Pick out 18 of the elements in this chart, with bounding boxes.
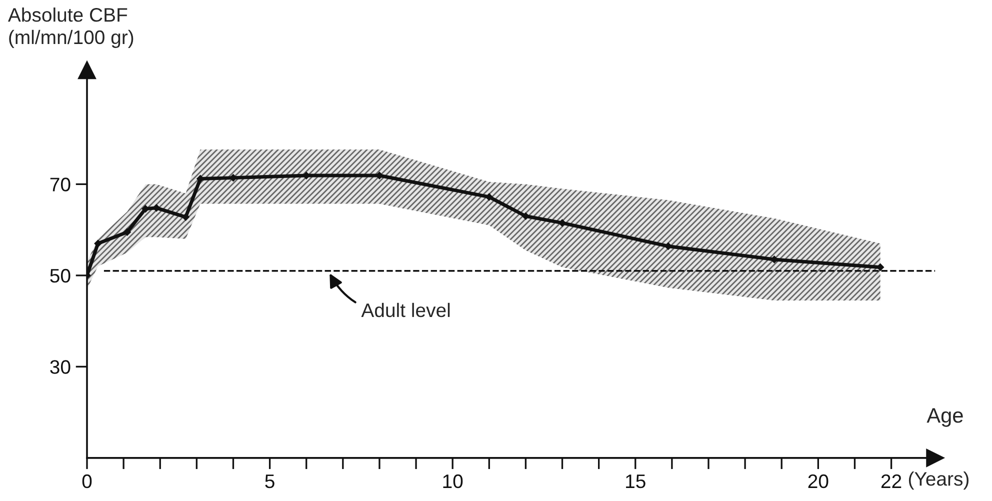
point <box>123 228 132 236</box>
point <box>142 204 150 213</box>
y-axis-title: Absolute CBF (ml/mn/100 gr) <box>8 8 134 48</box>
x-tick-label: 0 <box>82 474 92 488</box>
y-tick-label: 30 <box>50 360 70 374</box>
x-tick-label: 10 <box>443 474 463 488</box>
point <box>94 240 102 248</box>
x-tick-label: 20 <box>808 474 828 488</box>
annotation: Adult level <box>361 302 450 318</box>
y-tick-label: 50 <box>50 268 70 283</box>
x-axis-title: Age <box>926 408 963 427</box>
x-tick-label: 5 <box>265 474 274 488</box>
point <box>182 213 190 221</box>
point <box>485 193 494 201</box>
x-tick-label: 15 <box>626 474 646 488</box>
x-tick-label: 22 <box>881 474 902 488</box>
y-tick-label: 70 <box>50 178 70 192</box>
text: (Years) <box>908 471 969 490</box>
